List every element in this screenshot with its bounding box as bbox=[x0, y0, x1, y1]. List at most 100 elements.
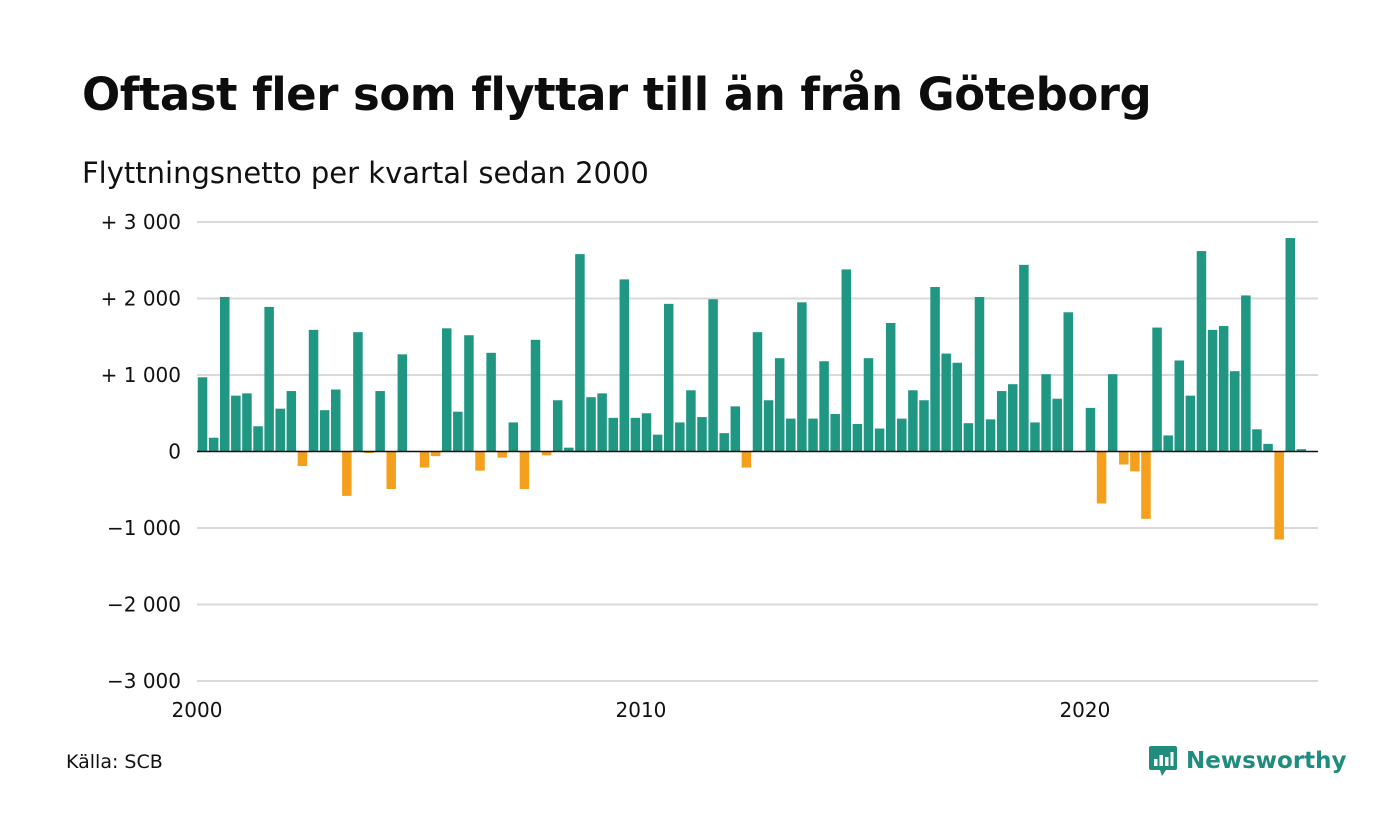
bar-positive bbox=[863, 358, 874, 452]
bar-positive bbox=[441, 328, 452, 452]
bar-positive bbox=[797, 302, 807, 452]
bar-negative bbox=[386, 451, 396, 489]
bar-positive bbox=[253, 426, 263, 452]
y-tick-labels: + 3 000 + 2 000 + 1 000 0 −1 000 −2 000 −3 000 bbox=[101, 210, 181, 693]
bar-positive bbox=[264, 306, 274, 452]
bar-positive bbox=[819, 361, 829, 452]
y-tick-label: −3 000 bbox=[107, 669, 181, 693]
bar-positive bbox=[608, 417, 618, 452]
bar-positive bbox=[208, 437, 219, 452]
bar-positive bbox=[719, 433, 729, 452]
y-tick-label: + 2 000 bbox=[101, 287, 181, 311]
chart-subtitle: Flyttningsnetto per kvartal sedan 2000 bbox=[82, 156, 649, 190]
bar-positive bbox=[996, 391, 1007, 452]
bar-positive bbox=[1174, 360, 1185, 452]
bar-positive bbox=[1207, 329, 1218, 452]
bar-positive bbox=[1107, 374, 1118, 452]
x-tick-labels: 2000 2010 2020 bbox=[172, 698, 1111, 722]
bar-positive bbox=[353, 332, 363, 452]
bar-positive bbox=[1052, 398, 1062, 452]
bar-positive bbox=[453, 411, 463, 452]
brand-logo: Newsworthy bbox=[1148, 744, 1347, 778]
bar-positive bbox=[908, 390, 918, 452]
bar-positive bbox=[486, 352, 496, 452]
y-tick-label: −2 000 bbox=[107, 593, 181, 617]
bar-positive bbox=[464, 335, 474, 452]
bar-positive bbox=[952, 362, 963, 452]
bar-positive bbox=[1030, 422, 1040, 452]
bar-positive bbox=[575, 254, 585, 452]
bar-positive bbox=[652, 434, 663, 452]
bar-positive bbox=[1218, 326, 1229, 452]
bar-positive bbox=[231, 395, 241, 452]
bar-positive bbox=[397, 354, 408, 452]
bar-positive bbox=[375, 391, 385, 452]
bar-positive bbox=[1019, 264, 1029, 452]
bar-positive bbox=[1230, 371, 1240, 452]
bar-negative bbox=[541, 451, 552, 456]
bar-positive bbox=[897, 418, 907, 452]
bar-positive bbox=[874, 428, 885, 452]
bar-negative bbox=[519, 451, 530, 489]
bar-negative bbox=[1141, 451, 1151, 519]
bar-positive bbox=[919, 400, 929, 452]
bar-positive bbox=[1252, 429, 1262, 452]
bar-positive bbox=[1041, 374, 1051, 452]
bar-positive bbox=[1163, 435, 1173, 452]
bar-negative bbox=[1096, 451, 1107, 504]
bar-positive bbox=[697, 417, 707, 452]
bar-positive bbox=[630, 417, 641, 452]
bar-positive bbox=[808, 418, 818, 452]
bar-positive bbox=[752, 332, 763, 452]
bar-positive bbox=[1063, 312, 1074, 452]
x-tick-label: 2020 bbox=[1059, 698, 1110, 722]
x-tick-label: 2000 bbox=[172, 698, 223, 722]
bar-positive bbox=[708, 299, 718, 452]
bar-positive bbox=[974, 296, 985, 452]
bar-negative bbox=[497, 451, 507, 458]
bar-negative bbox=[364, 451, 374, 454]
bar-negative bbox=[741, 451, 752, 468]
bar-positive bbox=[663, 303, 674, 452]
bar-positive bbox=[275, 408, 285, 452]
chart-title: Oftast fler som flyttar till än från Göt… bbox=[82, 68, 1152, 121]
newsworthy-logo-icon bbox=[1149, 746, 1177, 776]
bar-positive bbox=[841, 269, 852, 452]
bar-positive bbox=[308, 329, 319, 452]
bar-positive bbox=[508, 422, 519, 452]
bar-negative bbox=[1119, 451, 1129, 465]
bar-positive bbox=[675, 422, 685, 452]
bar-positive bbox=[963, 423, 974, 452]
y-tick-label: 0 bbox=[168, 440, 181, 464]
bar-positive bbox=[330, 389, 341, 452]
y-tick-label: −1 000 bbox=[107, 516, 181, 540]
source-label: Källa: SCB bbox=[66, 751, 163, 773]
bar-positive bbox=[930, 287, 940, 452]
bar-positive bbox=[985, 419, 996, 452]
bar-positive bbox=[1241, 295, 1251, 452]
bar-negative bbox=[419, 451, 430, 468]
bar-negative bbox=[430, 451, 441, 457]
bar-negative bbox=[342, 451, 352, 496]
bar-positive bbox=[730, 406, 741, 452]
bar-positive bbox=[597, 393, 607, 452]
bar-positive bbox=[786, 418, 796, 452]
bar-positive bbox=[1152, 327, 1162, 452]
x-tick-label: 2010 bbox=[616, 698, 667, 722]
bar-positive bbox=[286, 391, 297, 452]
bar-negative bbox=[1274, 451, 1284, 540]
bar-positive bbox=[197, 377, 208, 452]
bar-positive bbox=[319, 410, 330, 452]
bar-positive bbox=[774, 358, 785, 452]
bar-positive bbox=[830, 414, 840, 452]
bar-positive bbox=[1263, 443, 1273, 452]
bar-positive bbox=[619, 279, 630, 452]
bar-positive bbox=[852, 423, 863, 452]
bar-negative bbox=[297, 451, 308, 467]
bar-positive bbox=[242, 393, 252, 452]
bar-positive bbox=[586, 397, 596, 452]
bar-positive bbox=[552, 400, 563, 452]
bar-positive bbox=[1196, 251, 1207, 452]
bar-positive bbox=[686, 390, 696, 452]
